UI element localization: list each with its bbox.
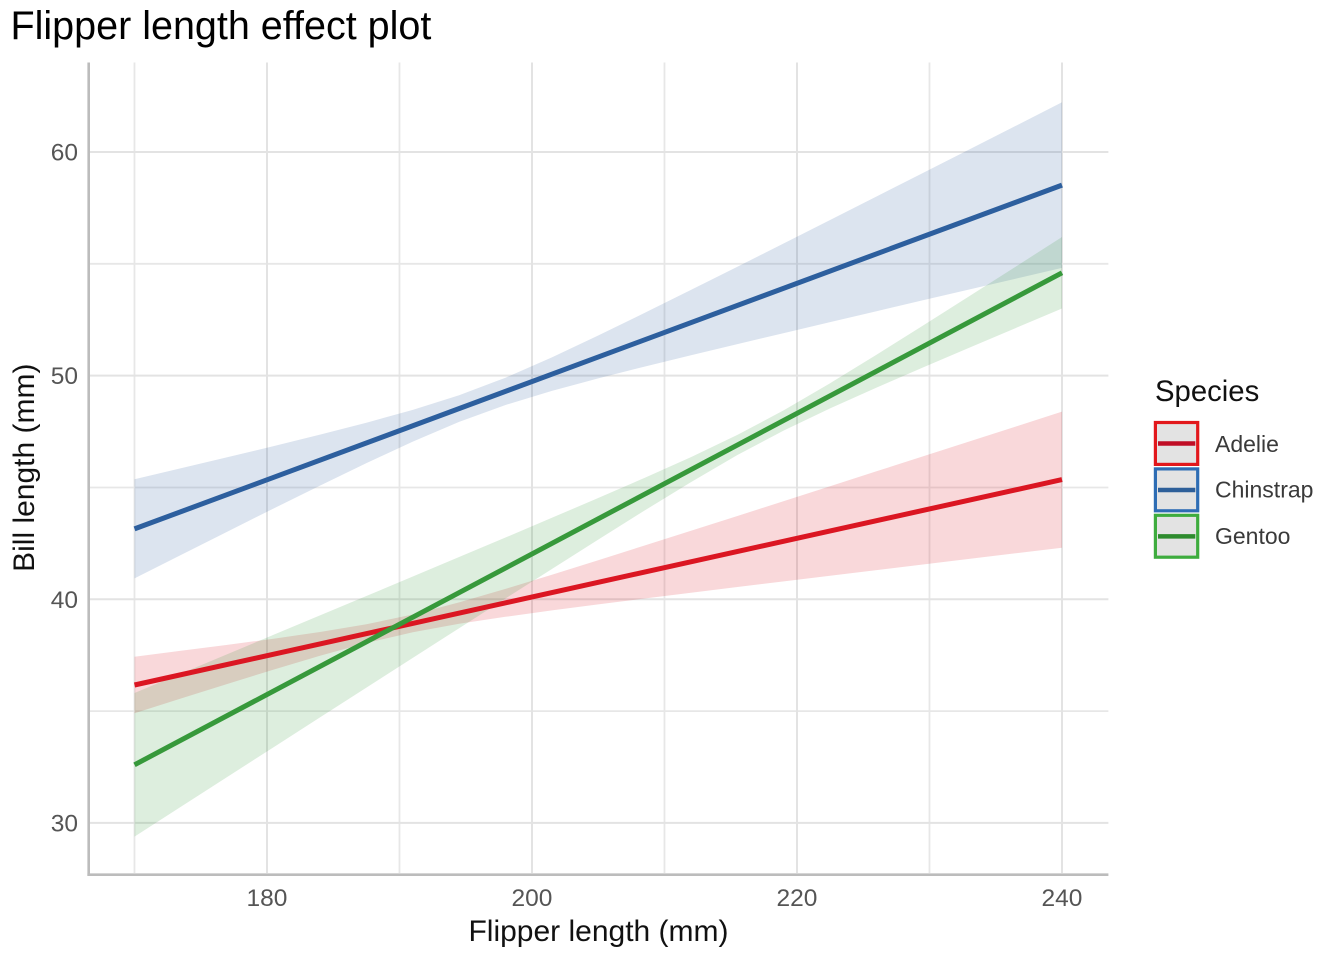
svg-text:Species: Species — [1155, 375, 1259, 408]
svg-text:200: 200 — [512, 885, 553, 912]
svg-text:Flipper length (mm): Flipper length (mm) — [468, 915, 728, 948]
svg-text:Flipper length effect plot: Flipper length effect plot — [11, 4, 432, 48]
svg-text:Gentoo: Gentoo — [1215, 523, 1290, 549]
svg-text:240: 240 — [1042, 885, 1083, 912]
svg-text:60: 60 — [51, 140, 78, 167]
svg-text:Adelie: Adelie — [1215, 431, 1279, 457]
svg-text:40: 40 — [51, 587, 78, 614]
svg-text:Bill length (mm): Bill length (mm) — [8, 364, 41, 572]
svg-text:220: 220 — [777, 885, 818, 912]
svg-text:30: 30 — [51, 810, 78, 837]
svg-text:180: 180 — [247, 885, 288, 912]
svg-text:50: 50 — [51, 363, 78, 390]
svg-text:Chinstrap: Chinstrap — [1215, 477, 1313, 503]
